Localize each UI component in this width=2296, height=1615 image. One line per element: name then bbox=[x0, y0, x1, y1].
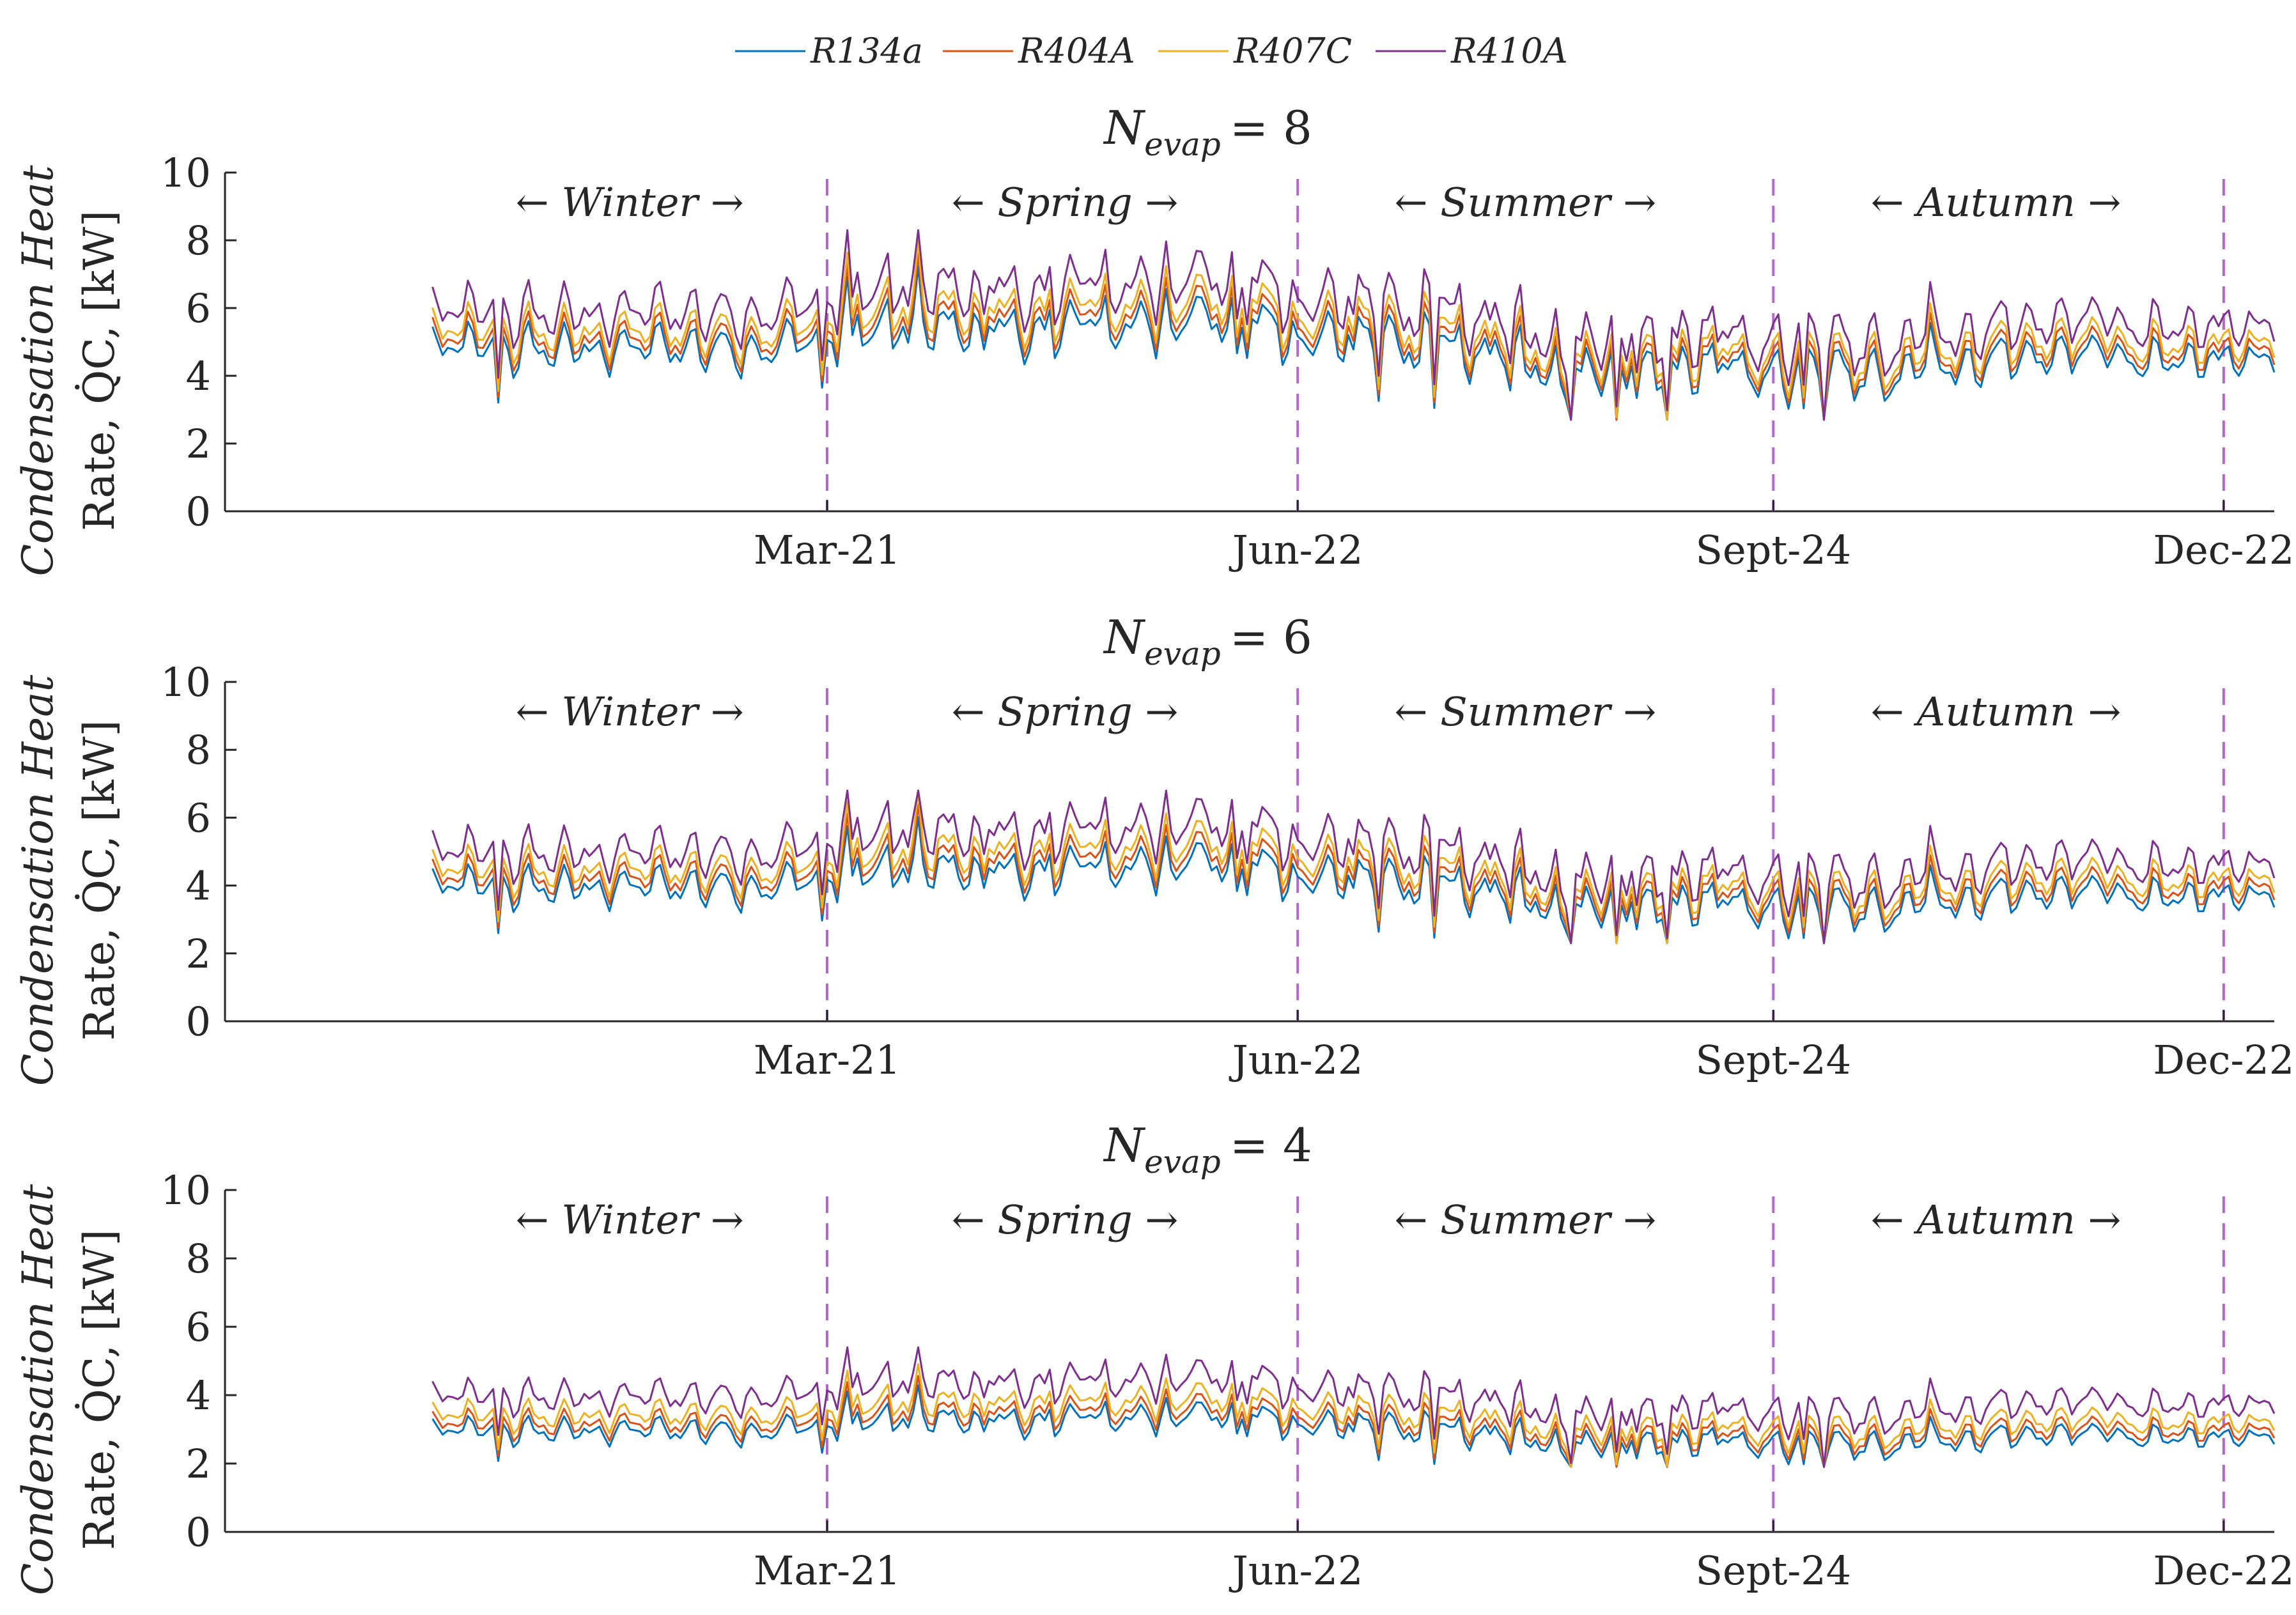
season-label: ← Autumn → bbox=[1871, 179, 2121, 226]
x-tick-label: Jun-22 bbox=[1229, 527, 1363, 573]
panel-2: Nevap = 6 0 2 4 6 8 10 Mar-21 Jun-22 Sept-24 Dec-22… bbox=[13, 610, 2294, 1086]
x-tick-label: Dec-22 bbox=[2153, 527, 2294, 573]
legend-label-r407c: R407C bbox=[1233, 31, 1352, 71]
y-axis-label-line2: Rate, Q̇C, [kW] bbox=[75, 210, 124, 531]
x-tick-label: Mar-21 bbox=[754, 1037, 901, 1083]
series-line-r407c bbox=[431, 1363, 2276, 1468]
y-tick-label: 10 bbox=[160, 659, 211, 706]
season-label: ← Spring → bbox=[952, 179, 1179, 226]
series-line-r134a bbox=[431, 816, 2276, 945]
series-line-r407c bbox=[431, 240, 2276, 421]
y-axis-label-line1: Condensation Heat bbox=[13, 674, 63, 1086]
series-line-r134a bbox=[431, 265, 2276, 421]
panel-title: Nevap = 4 bbox=[1103, 1118, 1312, 1180]
y-tick-label: 8 bbox=[186, 217, 211, 264]
legend-label-r404a: R404A bbox=[1018, 31, 1135, 71]
season-label: ← Summer → bbox=[1395, 179, 1657, 226]
x-tick-label: Jun-22 bbox=[1229, 1547, 1363, 1594]
y-axis-label-line1: Condensation Heat bbox=[13, 1184, 63, 1595]
series-line-r134a bbox=[431, 1384, 2276, 1468]
x-tick-label: Mar-21 bbox=[754, 1547, 901, 1594]
panel-title: Nevap = 6 bbox=[1103, 610, 1312, 672]
y-tick-label: 0 bbox=[186, 488, 211, 535]
season-label: ← Spring → bbox=[952, 1196, 1179, 1243]
y-tick-label: 4 bbox=[186, 863, 211, 909]
y-tick-label: 10 bbox=[160, 150, 211, 196]
legend-label-r134a: R134a bbox=[810, 31, 923, 71]
x-tick-label: Sept-24 bbox=[1695, 1037, 1851, 1083]
x-tick-label: Jun-22 bbox=[1229, 1037, 1363, 1083]
y-tick-label: 8 bbox=[186, 727, 211, 773]
x-tick-label: Mar-21 bbox=[754, 527, 901, 573]
y-tick-label: 10 bbox=[160, 1167, 211, 1214]
x-tick-label: Dec-22 bbox=[2153, 1037, 2294, 1083]
y-tick-label: 2 bbox=[186, 421, 211, 467]
season-label: ← Autumn → bbox=[1871, 688, 2121, 735]
chart-panels: Nevap = 8 0 2 4 6 8 10 Mar-21 Jun-22 Sept-24 Dec-22… bbox=[13, 101, 2294, 1595]
series-line-r410a bbox=[431, 229, 2276, 421]
y-tick-label: 8 bbox=[186, 1235, 211, 1282]
y-tick-label: 0 bbox=[186, 1509, 211, 1556]
season-label: ← Winter → bbox=[516, 179, 744, 226]
season-label: ← Winter → bbox=[516, 1196, 744, 1243]
x-tick-label: Sept-24 bbox=[1695, 527, 1851, 573]
season-label: ← Winter → bbox=[516, 688, 744, 735]
y-tick-label: 6 bbox=[186, 1304, 211, 1350]
y-tick-label: 4 bbox=[186, 353, 211, 399]
season-label: ← Spring → bbox=[952, 688, 1179, 735]
y-tick-label: 4 bbox=[186, 1372, 211, 1419]
x-tick-label: Sept-24 bbox=[1695, 1547, 1851, 1594]
series-line-r410a bbox=[431, 1346, 2276, 1468]
y-tick-label: 0 bbox=[186, 998, 211, 1045]
series-line-r404a bbox=[431, 252, 2276, 421]
y-tick-label: 2 bbox=[186, 931, 211, 977]
season-label: ← Summer → bbox=[1395, 688, 1657, 735]
y-tick-label: 6 bbox=[186, 285, 211, 332]
series-line-r410a bbox=[431, 789, 2276, 945]
y-axis-label-line1: Condensation Heat bbox=[13, 165, 63, 576]
y-tick-label: 2 bbox=[186, 1441, 211, 1487]
panel-title: Nevap = 8 bbox=[1103, 101, 1312, 163]
legend-label-r410a: R410A bbox=[1450, 31, 1568, 71]
y-axis-label-line2: Rate, Q̇C, [kW] bbox=[75, 1230, 124, 1550]
series-line-r404a bbox=[431, 1375, 2276, 1468]
x-tick-label: Dec-22 bbox=[2153, 1547, 2294, 1594]
series-line-r407c bbox=[431, 791, 2276, 945]
series-line-r404a bbox=[431, 803, 2276, 945]
y-tick-label: 6 bbox=[186, 794, 211, 841]
legend: R134a R404A R407C R410A bbox=[735, 31, 1568, 71]
panel-3: Nevap = 4 0 2 4 6 8 10 Mar-21 Jun-22 Sept-24 Dec-22… bbox=[13, 1118, 2294, 1595]
season-label: ← Autumn → bbox=[1871, 1196, 2121, 1243]
panel-1: Nevap = 8 0 2 4 6 8 10 Mar-21 Jun-22 Sept-24 Dec-22… bbox=[13, 101, 2294, 576]
y-axis-label-line2: Rate, Q̇C, [kW] bbox=[75, 720, 124, 1041]
season-label: ← Summer → bbox=[1395, 1196, 1657, 1243]
